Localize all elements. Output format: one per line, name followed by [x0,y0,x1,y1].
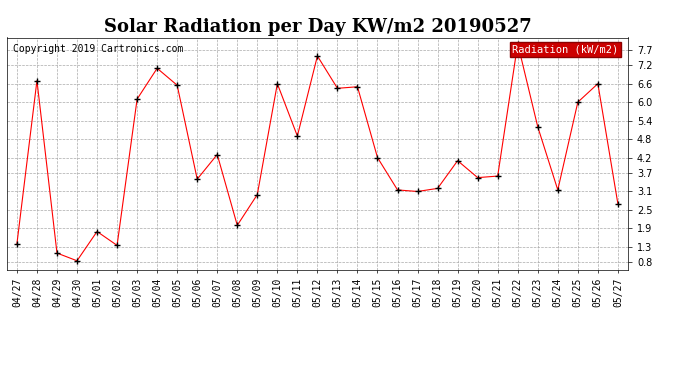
Text: Radiation (kW/m2): Radiation (kW/m2) [513,45,618,54]
Title: Solar Radiation per Day KW/m2 20190527: Solar Radiation per Day KW/m2 20190527 [104,18,531,36]
Text: Copyright 2019 Cartronics.com: Copyright 2019 Cartronics.com [13,45,184,54]
